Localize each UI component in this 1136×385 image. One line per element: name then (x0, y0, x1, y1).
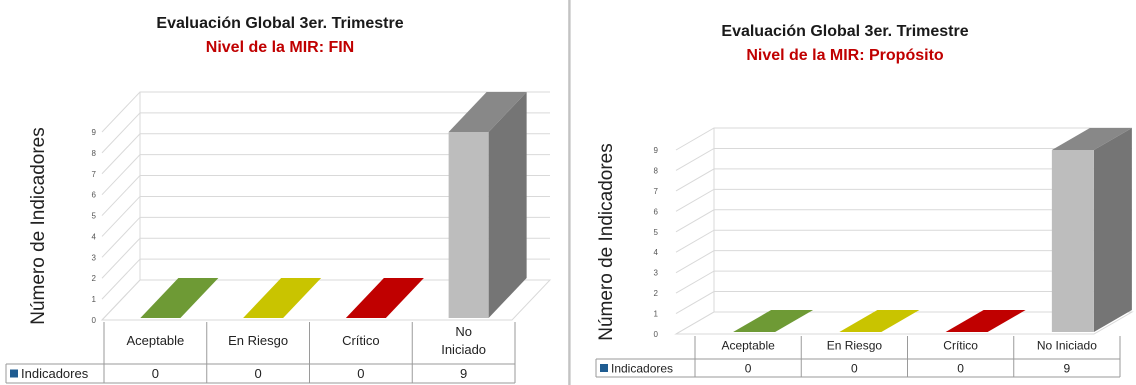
y-tick-label: 9 (654, 146, 659, 155)
legend-series-name: Indicadores (21, 366, 89, 381)
bar-critico (945, 310, 1026, 332)
bar-aceptable (733, 310, 814, 332)
y-tick-label: 1 (92, 295, 97, 304)
y-tick-label: 0 (92, 316, 97, 325)
y-tick-label: 4 (654, 248, 659, 257)
y-tick-label: 5 (92, 212, 97, 221)
gridline (675, 250, 1132, 274)
chart-title: Evaluación Global 3er. Trimestre (156, 15, 403, 32)
gridline (101, 195, 550, 237)
chart-panel-proposito: Evaluación Global 3er. Trimestre Nivel de… (574, 0, 1136, 385)
gridline (101, 258, 550, 300)
bar-no-iniciado (1051, 128, 1132, 332)
gridline (101, 112, 550, 154)
y-tick-label: 9 (92, 128, 97, 137)
legend-key-swatch (600, 364, 608, 372)
chart-proposito: Evaluación Global 3er. Trimestre Nivel de… (595, 23, 1134, 378)
category-label: Aceptable (721, 339, 775, 353)
bar-zero-face (140, 278, 219, 318)
table-value: 9 (460, 366, 467, 381)
bar-front-face (448, 132, 489, 318)
gridline (675, 127, 1132, 151)
bar-side-face (488, 92, 527, 318)
bar-zero-face (839, 310, 920, 332)
bar-zero-face (243, 278, 322, 318)
y-tick-label: 3 (654, 269, 659, 278)
bar-critico (345, 278, 424, 318)
category-label: No (455, 324, 472, 339)
panel-divider (568, 0, 571, 385)
bar-top-face (448, 92, 527, 132)
gridline (101, 237, 550, 279)
bar-no-iniciado (448, 92, 527, 318)
chart-title: Evaluación Global 3er. Trimestre (721, 23, 968, 40)
chart-subtitle: Nivel de la MIR: FIN (206, 39, 354, 56)
category-label: Iniciado (441, 342, 486, 357)
y-tick-label: 3 (92, 253, 97, 262)
legend-key-swatch (10, 369, 18, 378)
category-label: No Iniciado (1037, 339, 1097, 353)
bar-zero-face (345, 278, 424, 318)
gridline (675, 168, 1132, 192)
bar-side-face (1093, 128, 1132, 332)
category-label: En Riesgo (827, 339, 883, 353)
y-tick-label: 7 (654, 187, 659, 196)
legend-series-name: Indicadores (611, 362, 673, 376)
table-value: 9 (1064, 362, 1071, 376)
bar-aceptable (140, 278, 219, 318)
y-tick-label: 0 (654, 330, 659, 339)
data-table: Aceptable En Riesgo Crítico No Iniciado Indic… (5, 322, 516, 384)
gridline (101, 133, 550, 175)
table-value: 0 (851, 362, 858, 376)
table-value: 0 (255, 366, 262, 381)
table-value: 0 (357, 366, 364, 381)
gridline (101, 154, 550, 196)
category-label: En Riesgo (228, 333, 288, 348)
gridline (101, 216, 550, 258)
category-label: Crítico (342, 333, 380, 348)
y-tick-label: 2 (654, 289, 659, 298)
chart-subtitle: Nivel de la MIR: Propósito (746, 47, 944, 64)
gridline (101, 175, 550, 216)
bar-zero-face (733, 310, 814, 332)
y-tick-label: 2 (92, 274, 97, 283)
y-tick-label: 6 (92, 191, 97, 200)
gridline (675, 270, 1132, 294)
data-table: Aceptable En Riesgo Crítico No Iniciado Indi… (595, 336, 1121, 378)
table-value: 0 (745, 362, 752, 376)
bar-en-riesgo (243, 278, 322, 318)
y-tick-label: 8 (654, 166, 659, 175)
gridline (675, 209, 1132, 233)
gridline (675, 229, 1132, 253)
category-label: Aceptable (126, 333, 184, 348)
y-tick-label: 5 (654, 228, 659, 237)
bar-front-face (1051, 150, 1094, 332)
y-tick-label: 7 (92, 170, 97, 179)
y-axis-title: Número de Indicadores (596, 143, 617, 341)
bar-top-face (1051, 128, 1132, 150)
table-value: 0 (957, 362, 964, 376)
chart-fin: Evaluación Global 3er. Trimestre Nivel de… (5, 15, 552, 384)
bar-zero-face (945, 310, 1026, 332)
gridline (675, 188, 1132, 212)
y-tick-label: 1 (654, 310, 659, 319)
y-tick-label: 8 (92, 149, 97, 158)
table-value: 0 (152, 366, 159, 381)
y-tick-label: 4 (92, 232, 97, 241)
gridline (675, 291, 1132, 314)
chart-panel-fin: Evaluación Global 3er. Trimestre Nivel de… (5, 15, 552, 384)
y-axis-title: Número de Indicadores (28, 127, 49, 325)
gridline (675, 147, 1132, 171)
gridline (101, 91, 550, 133)
y-tick-label: 6 (654, 207, 659, 216)
bar-en-riesgo (839, 310, 920, 332)
category-label: Crítico (943, 339, 978, 353)
